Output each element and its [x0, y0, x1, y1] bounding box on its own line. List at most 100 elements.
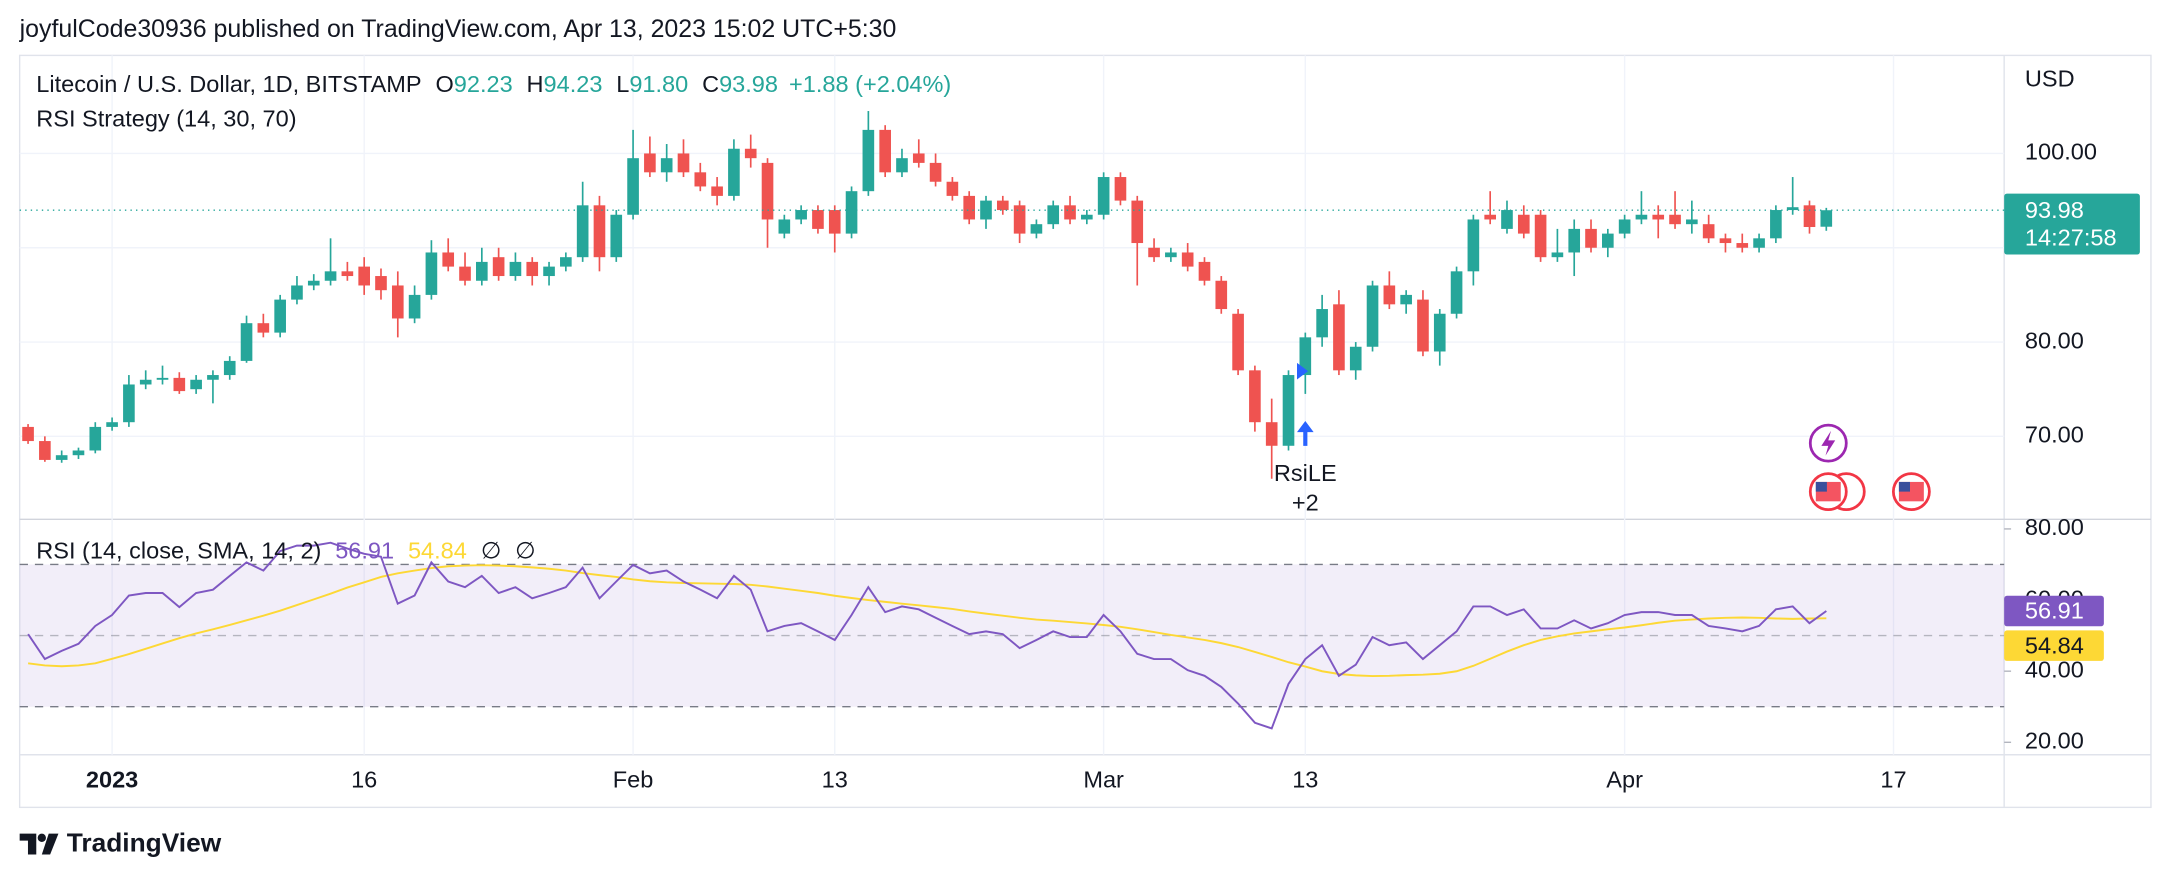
candle-body [1282, 375, 1295, 446]
candle-body [1736, 243, 1749, 248]
candle-body [1131, 200, 1144, 244]
ohlc-key: O [435, 71, 453, 97]
candle-body [39, 441, 51, 460]
candle-body [946, 181, 959, 196]
candle-body [1265, 422, 1278, 446]
ohlc-value: 91.80 [629, 71, 688, 97]
candle-body [1484, 214, 1496, 220]
candle-body [795, 210, 807, 220]
rsi-tick-label: 80.00 [2025, 514, 2084, 540]
candle-body [307, 280, 320, 286]
candle-body [896, 158, 908, 173]
strategy-legend: RSI Strategy (14, 30, 70) [36, 106, 296, 132]
last-price-label: 93.98 [2025, 197, 2084, 223]
candle-body [879, 129, 891, 173]
x-tick-label: Feb [613, 766, 654, 792]
candle-body [1501, 210, 1513, 229]
candle-body [1585, 228, 1597, 248]
candle-body [996, 200, 1009, 211]
candle-body [240, 323, 253, 361]
x-tick-label: 17 [1880, 766, 1906, 792]
plot [19, 111, 2005, 730]
candle-body [1652, 214, 1665, 220]
candle-body [912, 153, 925, 163]
candle-body [980, 200, 992, 220]
ma-legend-value: 54.84 [408, 538, 467, 564]
ohlc-value: 93.98 [719, 71, 778, 97]
candle-body [274, 299, 286, 333]
logo [19, 833, 59, 855]
candle-body [1333, 304, 1345, 371]
rsi-title: RSI (14, close, SMA, 14, 2) [36, 538, 321, 564]
candle-body [744, 148, 757, 159]
ohlc-key: H [527, 71, 544, 97]
chart-frame [18, 54, 2152, 809]
extra-legend-value: ∅ [515, 538, 536, 564]
candle-body [22, 426, 34, 442]
candle-body [610, 214, 623, 258]
entry-arrow [1297, 420, 1314, 446]
logo-mark [37, 833, 46, 842]
candle-body [1770, 210, 1782, 239]
candle-body [812, 210, 824, 229]
x-tick-label: 13 [1292, 766, 1318, 792]
rsi-tick-label: 20.00 [2025, 728, 2084, 754]
candle-body [391, 285, 404, 319]
candle-body [1249, 370, 1261, 423]
candle-body [644, 153, 656, 173]
event-icons [1808, 423, 1931, 512]
candle-body [442, 252, 455, 267]
ma-value-label: 54.84 [2025, 632, 2084, 658]
candle-body [106, 422, 118, 427]
entry-marker [1297, 362, 1309, 380]
candle-body [1013, 205, 1026, 234]
candle-body [190, 379, 202, 390]
candle-body [55, 455, 68, 460]
candle-body [375, 276, 387, 291]
last-price-box [2004, 193, 2140, 255]
candle-body [1433, 313, 1446, 352]
candle-body [89, 426, 102, 451]
candle-body [291, 285, 303, 300]
candle-body [1148, 247, 1160, 258]
candle-body [1719, 238, 1732, 244]
candle-body [425, 252, 438, 295]
candle-body [123, 384, 135, 423]
rsi-value-label: 56.91 [2025, 598, 2084, 624]
candle-body [963, 195, 976, 220]
change: +1.88 (+2.04%) [789, 71, 951, 97]
candle-body [694, 172, 707, 187]
candle-body [1198, 261, 1211, 281]
labels: 202316Feb13Mar13Apr1770.0080.0090.00100.… [36, 66, 2140, 792]
candle-body [358, 266, 370, 286]
candle-body [1686, 219, 1698, 225]
candle-body [1232, 313, 1244, 371]
candle-body [560, 257, 572, 267]
candle-body [1165, 252, 1177, 258]
candle-body [862, 129, 875, 192]
entry-sublabel: +2 [1292, 489, 1319, 515]
candle-body [1366, 285, 1379, 347]
y-tick-label: 100.00 [2025, 139, 2097, 165]
candle-body [1450, 271, 1463, 314]
extra-legend-value: ∅ [481, 538, 502, 564]
candle-body [778, 219, 791, 234]
candle-body [408, 294, 421, 319]
flag [1815, 481, 1827, 492]
rsi-value-box [2004, 595, 2104, 627]
x-tick-label: 2023 [86, 766, 138, 792]
ohlc-key: L [616, 71, 629, 97]
candle-body [1114, 177, 1127, 201]
candle-body [207, 375, 219, 380]
candle-body [929, 162, 942, 182]
candle-body [1602, 233, 1614, 248]
publish-header: joyfulCode30936 published on TradingView… [19, 15, 897, 43]
candle-body [1097, 177, 1110, 215]
candle-body [711, 186, 723, 196]
candle-body [677, 153, 690, 173]
price-legend: Litecoin / U.S. Dollar, 1D, BITSTAMP O92.… [36, 71, 951, 97]
candle-body [1635, 214, 1648, 220]
candle-body [728, 148, 740, 196]
candle-body [543, 266, 555, 277]
